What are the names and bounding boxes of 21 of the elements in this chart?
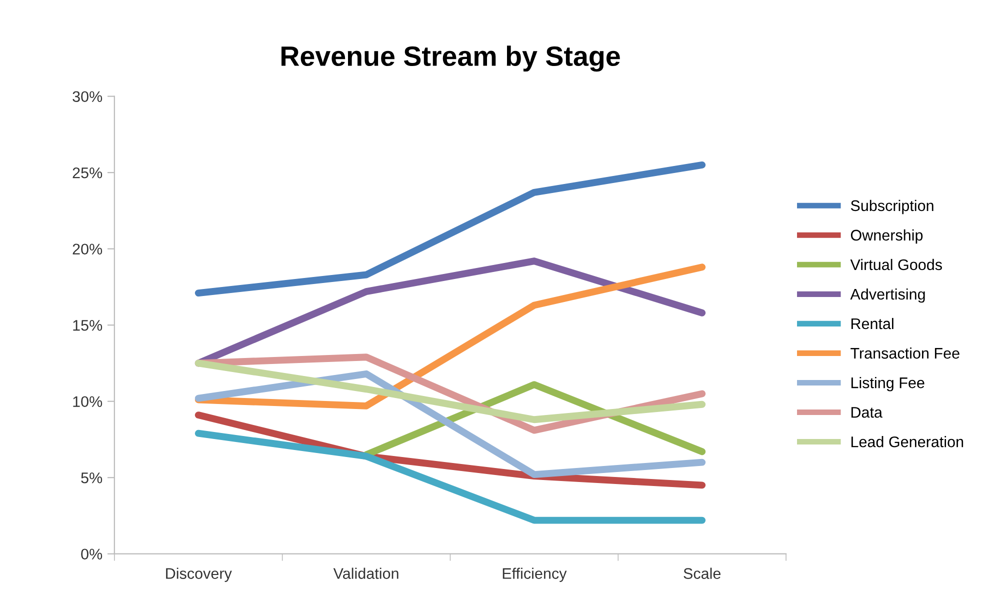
chart-title: Revenue Stream by Stage	[282, 46, 620, 72]
legend-label: Data	[851, 407, 882, 418]
legend-label: Subscription	[850, 200, 934, 214]
legend-label: Ownership	[850, 229, 923, 244]
legend-label: Transaction Fee	[850, 347, 960, 359]
y-tick-label: 30%	[72, 91, 102, 102]
y-tick-label: 0%	[81, 548, 102, 560]
y-tick-label: 5%	[81, 472, 102, 484]
legend-label: Listing Fee	[851, 377, 924, 392]
legend-label: Lead Generation	[851, 436, 964, 448]
legend-label: Advertising	[850, 288, 925, 303]
x-tick-label: Validation	[333, 568, 398, 579]
legend-label: Virtual Goods	[850, 258, 942, 270]
y-tick-label: 15%	[73, 320, 102, 331]
y-tick-label: 20%	[72, 244, 102, 255]
y-tick-label: 25%	[72, 167, 102, 178]
y-tick-label: 10%	[73, 396, 102, 408]
legend-label: Rental	[851, 318, 894, 330]
x-tick-label: Scale	[684, 568, 721, 579]
x-tick-label: Discovery	[166, 568, 232, 582]
x-tick-label: Efficiency	[502, 568, 567, 582]
